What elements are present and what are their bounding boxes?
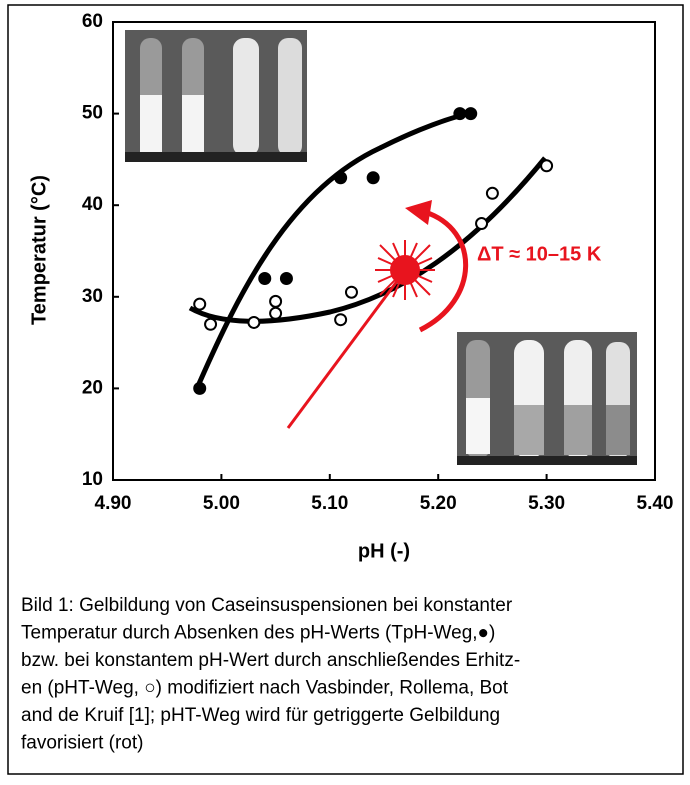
- point: [193, 381, 207, 395]
- x-axis-label: pH (-): [358, 540, 410, 562]
- plot-frame: [112, 21, 656, 481]
- y-tick-label: 10: [82, 469, 103, 490]
- point: [475, 217, 489, 231]
- point: [344, 285, 358, 299]
- point: [258, 271, 272, 285]
- x-tick-label: 5.30: [528, 493, 565, 514]
- point: [247, 315, 261, 329]
- y-tick-label: 50: [82, 103, 103, 124]
- y-tick-label: 20: [82, 377, 103, 398]
- x-tick-label: 5.00: [203, 493, 240, 514]
- red-arrow-head: [405, 200, 432, 225]
- point: [464, 107, 478, 121]
- caption-line: Bild 1: Gelbildung von Caseinsuspensione…: [21, 595, 513, 616]
- point: [366, 171, 380, 185]
- y-axis-label: Temperatur (°C): [28, 175, 50, 325]
- caption-line: and de Kruif [1]; pHT-Weg wird für getri…: [21, 705, 500, 726]
- point: [540, 159, 554, 173]
- caption-line: bzw. bei konstantem pH-Wert durch anschl…: [21, 650, 520, 671]
- caption-line: favorisiert (rot): [21, 733, 143, 754]
- annotation: ΔT ≈ 10–15 K: [477, 243, 602, 265]
- trigger-star: [375, 240, 435, 300]
- point: [453, 107, 467, 121]
- y-tick-label: 40: [82, 194, 103, 215]
- caption-line: en (pHT-Weg, ○) modifiziert nach Vasbind…: [21, 678, 509, 699]
- x-tick-label: 4.90: [95, 493, 132, 514]
- point: [193, 297, 207, 311]
- x-tick-label: 5.10: [311, 493, 348, 514]
- y-tick-label: 30: [82, 286, 103, 307]
- point: [334, 313, 348, 327]
- caption-line: Temperatur durch Absenken des pH-Werts (…: [21, 623, 495, 644]
- y-tick-label: 60: [82, 11, 103, 32]
- point: [269, 306, 283, 320]
- red-arrow: [286, 279, 400, 429]
- photo-bottom: [457, 332, 637, 465]
- red-curved-arrow: [418, 209, 469, 333]
- caption: Bild 1: Gelbildung von Caseinsuspensione…: [21, 595, 520, 754]
- point: [279, 271, 293, 285]
- x-tick-label: 5.20: [420, 493, 457, 514]
- point: [204, 317, 218, 331]
- point: [485, 186, 499, 200]
- point: [334, 171, 348, 185]
- point: [269, 294, 283, 308]
- x-tick-label: 5.40: [637, 493, 674, 514]
- photo-top: [125, 30, 307, 162]
